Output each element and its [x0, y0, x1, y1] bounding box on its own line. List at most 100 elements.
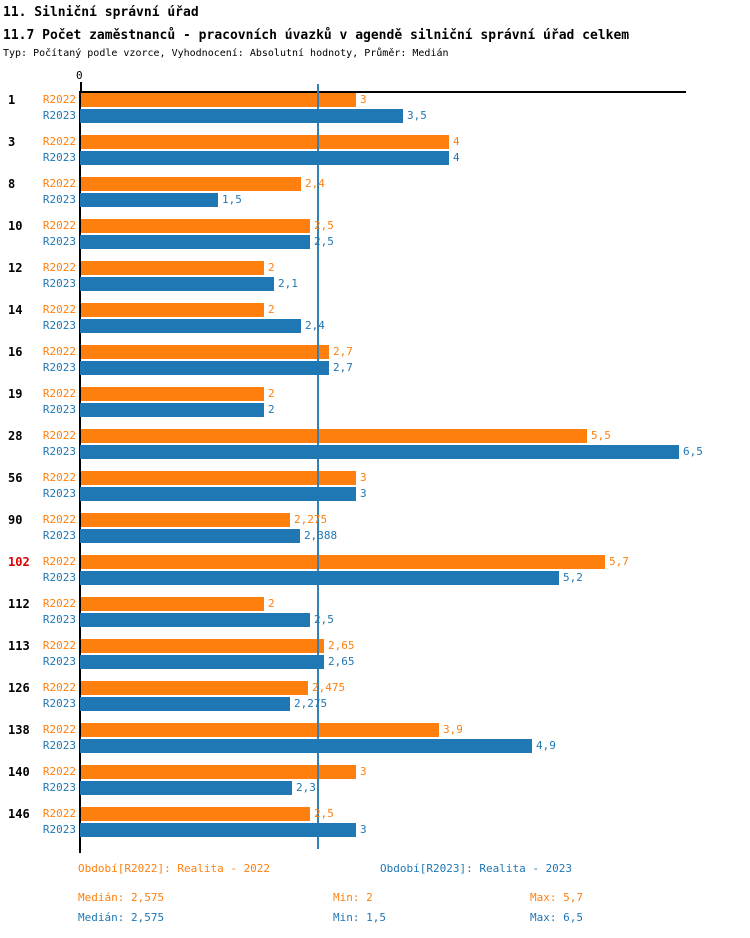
series-label-r2023: R2023	[42, 823, 76, 836]
series-label-r2023: R2023	[42, 193, 76, 206]
category-label: 3	[8, 135, 16, 149]
value-label-r2023: 2,1	[278, 277, 298, 290]
series-label-r2023: R2023	[42, 277, 76, 290]
bar-r2023	[80, 571, 559, 585]
bar-r2022	[80, 555, 605, 569]
x-axis-line	[80, 91, 686, 93]
report-title: 11. Silniční správní úřad	[3, 5, 199, 20]
category-label: 8	[8, 177, 16, 191]
series-label-r2022: R2022	[42, 597, 76, 610]
bar-r2023	[80, 235, 310, 249]
bar-r2022	[80, 303, 264, 317]
bar-r2023	[80, 529, 300, 543]
series-label-r2022: R2022	[42, 807, 76, 820]
bar-r2023	[80, 487, 356, 501]
bar-r2022	[80, 261, 264, 275]
series-label-r2023: R2023	[42, 613, 76, 626]
value-label-r2023: 5,2	[563, 571, 583, 584]
series-label-r2023: R2023	[42, 361, 76, 374]
value-label-r2023: 2,4	[305, 319, 325, 332]
bar-r2022	[80, 807, 310, 821]
series-label-r2022: R2022	[42, 135, 76, 148]
series-label-r2023: R2023	[42, 235, 76, 248]
category-label: 19	[8, 387, 23, 401]
value-label-r2022: 4	[453, 135, 460, 148]
series-label-r2022: R2022	[42, 345, 76, 358]
value-label-r2023: 2,5	[314, 235, 334, 248]
bar-r2023	[80, 151, 449, 165]
legend-r2022: Období[R2022]: Realita - 2022	[78, 862, 271, 875]
category-label: 138	[8, 723, 30, 737]
value-label-r2022: 2,65	[328, 639, 355, 652]
value-label-r2023: 3	[360, 487, 367, 500]
value-label-r2023: 2,3	[296, 781, 316, 794]
x-axis-zero-tick	[80, 82, 82, 91]
value-label-r2023: 2	[268, 403, 275, 416]
bar-r2022	[80, 387, 264, 401]
series-label-r2022: R2022	[42, 555, 76, 568]
series-label-r2022: R2022	[42, 429, 76, 442]
stat-max-r2022: Max: 5,7	[530, 891, 583, 904]
bar-r2022	[80, 93, 356, 107]
bar-r2023	[80, 781, 292, 795]
bar-r2022	[80, 177, 301, 191]
series-label-r2022: R2022	[42, 219, 76, 232]
category-label: 140	[8, 765, 30, 779]
bar-r2023	[80, 613, 310, 627]
value-label-r2023: 3	[360, 823, 367, 836]
value-label-r2022: 3	[360, 471, 367, 484]
legend-r2023: Období[R2023]: Realita - 2023	[380, 862, 573, 875]
stat-min-r2022: Min: 2	[333, 891, 373, 904]
value-label-r2022: 2,7	[333, 345, 353, 358]
value-label-r2023: 2,5	[314, 613, 334, 626]
chart-title: 11.7 Počet zaměstnanců - pracovních úvaz…	[3, 28, 630, 43]
value-label-r2022: 2,5	[314, 219, 334, 232]
value-label-r2023: 3,5	[407, 109, 427, 122]
bar-r2022	[80, 345, 329, 359]
bar-r2022	[80, 429, 587, 443]
series-label-r2022: R2022	[42, 639, 76, 652]
series-label-r2022: R2022	[42, 261, 76, 274]
series-label-r2023: R2023	[42, 739, 76, 752]
stat-median-r2023: Medián: 2,575	[78, 911, 165, 924]
series-label-r2023: R2023	[42, 571, 76, 584]
category-label: 113	[8, 639, 30, 653]
bar-r2022	[80, 639, 324, 653]
series-label-r2022: R2022	[42, 681, 76, 694]
category-label: 112	[8, 597, 30, 611]
value-label-r2022: 2	[268, 303, 275, 316]
category-label: 102	[8, 555, 30, 569]
value-label-r2022: 3	[360, 765, 367, 778]
stat-max-r2023: Max: 6,5	[530, 911, 583, 924]
series-label-r2023: R2023	[42, 655, 76, 668]
value-label-r2023: 4	[453, 151, 460, 164]
series-label-r2022: R2022	[42, 723, 76, 736]
value-label-r2022: 3	[360, 93, 367, 106]
category-label: 56	[8, 471, 23, 485]
category-label: 90	[8, 513, 23, 527]
bar-r2022	[80, 723, 439, 737]
bar-r2023	[80, 823, 356, 837]
bar-r2023	[80, 403, 264, 417]
value-label-r2023: 2,7	[333, 361, 353, 374]
series-label-r2023: R2023	[42, 697, 76, 710]
series-label-r2022: R2022	[42, 177, 76, 190]
bar-r2023	[80, 361, 329, 375]
bar-r2023	[80, 739, 532, 753]
value-label-r2022: 2,4	[305, 177, 325, 190]
category-label: 16	[8, 345, 23, 359]
value-label-r2022: 2,5	[314, 807, 334, 820]
series-label-r2022: R2022	[42, 93, 76, 106]
series-label-r2023: R2023	[42, 487, 76, 500]
bar-r2023	[80, 109, 403, 123]
series-label-r2023: R2023	[42, 529, 76, 542]
stat-median-r2022: Medián: 2,575	[78, 891, 165, 904]
series-label-r2023: R2023	[42, 781, 76, 794]
value-label-r2022: 3,9	[443, 723, 463, 736]
bar-r2022	[80, 597, 264, 611]
category-label: 126	[8, 681, 30, 695]
series-label-r2022: R2022	[42, 471, 76, 484]
bar-r2022	[80, 219, 310, 233]
value-label-r2023: 4,9	[536, 739, 556, 752]
series-label-r2023: R2023	[42, 109, 76, 122]
